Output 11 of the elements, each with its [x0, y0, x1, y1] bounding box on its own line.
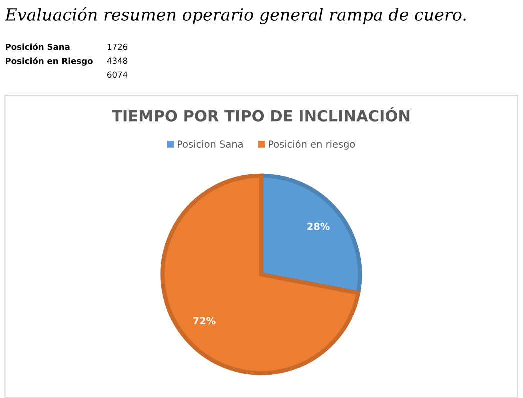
data-label: 72%	[193, 317, 216, 325]
data-label: 28%	[308, 222, 330, 230]
legend-label: Posición en riesgo	[269, 140, 356, 150]
text: 4348	[107, 58, 128, 64]
text: Posición Sana	[6, 43, 70, 50]
chart-title: TIEMPO POR TIPO DE INCLINACIÓN	[112, 107, 410, 122]
text: Posición en Riesgo	[6, 57, 93, 66]
text: 6074	[108, 72, 128, 78]
legend-label: Posicion Sana	[178, 140, 243, 148]
text: Evaluación resumen operario general rampa de cuero.	[4, 7, 466, 24]
text: 1726	[108, 44, 128, 50]
